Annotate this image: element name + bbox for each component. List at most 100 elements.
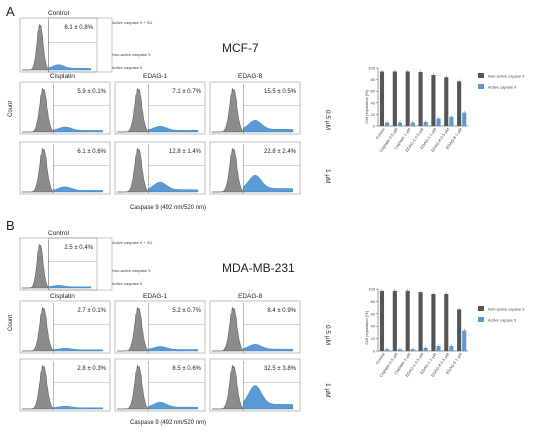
histogram-a-r1-c2-percent: 22.8 ± 2.4% [264, 149, 297, 155]
bar-a-0-1 [392, 71, 397, 126]
treatment-a-0: Cisplatin [50, 73, 75, 80]
histogram-b-r0-c1-blue-tail [148, 346, 198, 352]
bar-xtick-label-a-0: Control [374, 127, 386, 141]
histogram-b-r1-c2-grey-peak [212, 365, 244, 410]
histogram-b-r1-c0-frame [19, 358, 111, 412]
histogram-b-r1-c1-blue-tail [148, 401, 198, 410]
bar-xtick-label-b-0: Control [374, 352, 386, 366]
histogram-b-r1-c0-blue-tail [53, 406, 103, 410]
bar-a-0-5 [444, 77, 449, 126]
x-axis-label-b: Caspase 9 (492 nm/520 nm) [130, 420, 206, 426]
histogram-a-r1-c0-percent: 6.1 ± 0.6% [77, 149, 106, 155]
bar-a-0-2 [405, 71, 410, 126]
histogram-a-r0-c2-percent: 15.5 ± 0.5% [264, 89, 297, 95]
histogram-a-r0-c1-blue-tail [148, 125, 198, 133]
bar-ytick-label-a-1: 20 [371, 112, 376, 117]
bar-ytick-label-b-0: 0 [373, 349, 376, 354]
bar-a-1-6 [462, 112, 467, 126]
treatment-b-0: Cisplatin [50, 293, 75, 300]
histogram-b-r1-c2-blue-tail [243, 385, 293, 410]
bar-a-1-1 [397, 122, 403, 126]
bar-b-0-1 [392, 290, 397, 351]
histogram-a-r0-c0-grey-peak [22, 88, 54, 133]
bar-a-0-4 [431, 74, 436, 126]
cell-line-b: MDA-MB-231 [222, 261, 295, 275]
x-axis-label-a: Caspase 9 (492 nm/520 nm) [130, 205, 206, 211]
histogram-a-r0-c2-blue-tail [243, 120, 293, 133]
histogram-b-r0-c0: 2.7 ± 0.1% [19, 300, 111, 354]
legend-swatch-b-1 [478, 317, 484, 322]
panel-b: B Control MDA-MB-231 Cisplatin EDAG-1 ED… [6, 218, 331, 426]
legend-swatch-a-0 [478, 73, 484, 78]
panel-letter-a: A [6, 4, 15, 19]
treatment-a-2: EDAG-8 [238, 73, 263, 80]
gate-annotation-b [48, 237, 113, 291]
histogram-b-r0-c1-percent: 5.2 ± 0.7% [172, 308, 201, 314]
control-title-b: Control [48, 230, 70, 237]
y-axis-label-b: Count [8, 315, 14, 331]
bar-b-0-5 [444, 293, 449, 351]
treatment-b-1: EDAG-1 [143, 293, 168, 300]
histogram-b-r0-c1-frame [114, 300, 206, 354]
bar-a-0-0 [379, 71, 385, 126]
bar-a-1-5 [449, 116, 454, 126]
bar-legend-b: Non-active capase 9 Active capase 9 [478, 306, 525, 323]
histogram-a-r0-c0: 5.9 ± 0.1% [19, 81, 111, 135]
histogram-b-r0-c2-percent: 8.4 ± 0.9% [267, 308, 296, 314]
bar-ytick-label-b-3: 60 [371, 311, 376, 316]
bar-legend-a: Non-active capase 9 Active capase 9 [478, 73, 525, 90]
histogram-a-r0-c0-frame [19, 81, 111, 135]
cell-line-a: MCF-7 [222, 41, 259, 55]
gate-label-b-1: Non-active caspase 9 [112, 268, 151, 273]
bar-b-1-5 [449, 346, 454, 351]
histogram-a-r1-c1: 12.8 ± 1.4% [114, 141, 206, 195]
control-histogram-a: 6.1 ± 0.8% [19, 17, 98, 73]
bar-ytick-label-a-4: 80 [371, 77, 376, 82]
histogram-a-r0-c1-grey-peak [117, 88, 149, 133]
histogram-a-r1-c0: 6.1 ± 0.6% [19, 141, 111, 195]
gate-label-b-2: Active caspase 9 [112, 281, 143, 286]
histogram-a-r0-c1-percent: 7.1 ± 0.7% [172, 89, 201, 95]
bar-b-1-6 [462, 330, 467, 351]
histogram-a-r1-c2-blue-tail [243, 174, 293, 193]
control-histogram-b-grey-peak [22, 244, 49, 289]
control-histogram-b-percent: 2.5 ± 0.4% [64, 245, 93, 251]
control-histogram-b-frame [19, 237, 98, 291]
bar-b-0-0 [379, 290, 385, 351]
histogram-a-r1-c1-frame [114, 141, 206, 195]
histogram-b-r1-c1-percent: 8.5 ± 0.6% [172, 366, 201, 372]
bar-b-1-4 [436, 346, 441, 351]
histogram-a-r1-c1-grey-peak [117, 148, 149, 193]
treatment-b-2: EDAG-8 [238, 293, 263, 300]
histogram-a-r0-c2-grey-peak [212, 88, 244, 133]
histogram-b-r1-c0-grey-peak [22, 365, 54, 410]
histogram-a-r1-c1-blue-tail [148, 181, 198, 193]
control-histogram-b-blue-tail [48, 285, 91, 289]
histogram-b-r1-c0-percent: 2.8 ± 0.3% [77, 366, 106, 372]
bar-b-1-3 [423, 347, 428, 351]
histogram-b-r0-c2-grey-peak [212, 307, 244, 352]
histogram-a-r0-c2: 15.5 ± 0.5% [209, 81, 301, 135]
histogram-a-r1-c1-percent: 12.8 ± 1.4% [169, 149, 202, 155]
bar-a-1-0 [385, 122, 390, 126]
panel-a: A Control MCF-7 Cisplatin EDAG-1 EDAG-8 … [6, 4, 331, 211]
bar-ytick-label-a-0: 0 [373, 124, 376, 129]
legend-swatch-a-1 [478, 84, 484, 89]
bar-ytick-label-b-5: 100 [368, 287, 375, 292]
histogram-a-r1-c0-blue-tail [53, 186, 103, 193]
bar-b-1-2 [410, 349, 415, 351]
gate-label-a-1: Non-active caspase 9 [112, 52, 151, 57]
dose-label-b-0: 0.5 µM [324, 325, 331, 345]
bar-a-1-3 [423, 121, 428, 126]
histogram-b-r0-c0-grey-peak [22, 307, 54, 352]
histogram-b-r0-c0-blue-tail [53, 347, 103, 352]
bar-a-1-2 [410, 122, 415, 126]
dose-label-b-1: 1 µM [324, 383, 331, 398]
gate-label-b-0: Active caspase 9 + SD [112, 240, 152, 245]
histogram-b-r1-c1-grey-peak [117, 365, 149, 410]
control-histogram-a-blue-tail [48, 64, 91, 71]
bar-ytick-label-b-4: 80 [371, 299, 376, 304]
